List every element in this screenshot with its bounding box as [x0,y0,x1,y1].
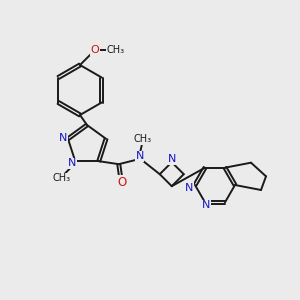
Text: N: N [202,200,210,210]
Text: O: O [91,45,99,55]
Text: N: N [136,151,144,161]
Text: N: N [59,133,67,143]
Text: CH₃: CH₃ [107,45,125,55]
Text: CH₃: CH₃ [52,173,70,183]
Text: N: N [68,158,76,168]
Text: N: N [185,183,193,193]
Text: CH₃: CH₃ [134,134,152,144]
Text: N: N [168,154,176,164]
Text: O: O [117,176,126,189]
